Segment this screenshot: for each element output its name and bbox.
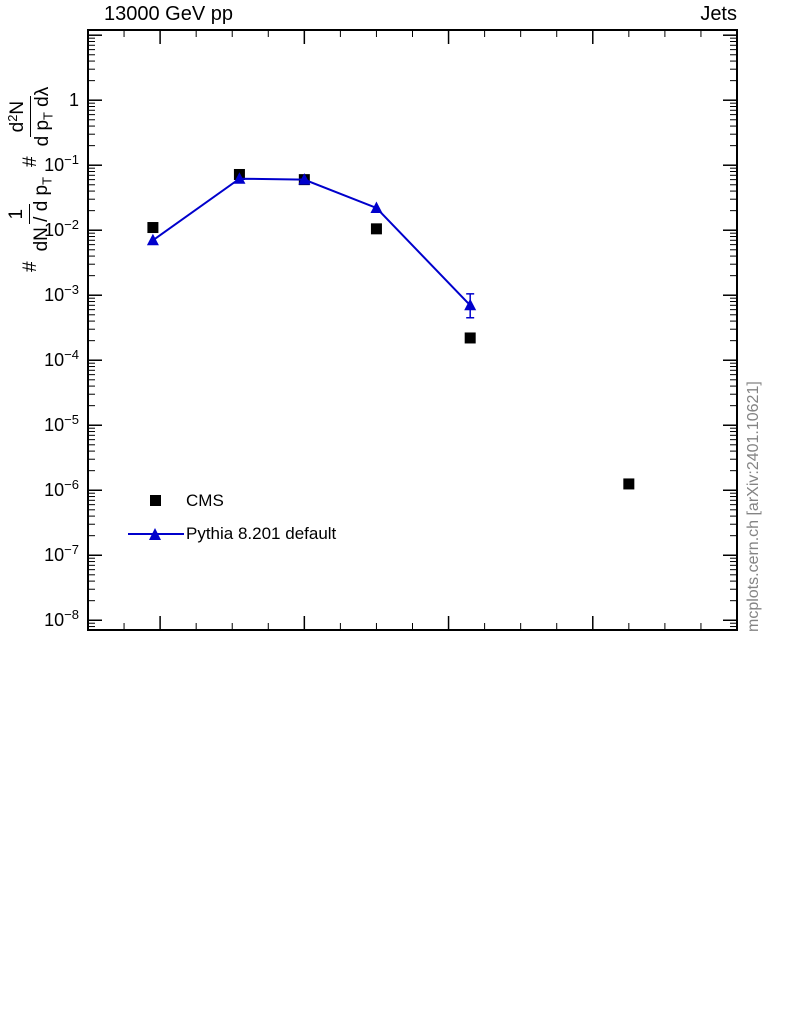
ylabel-frac1-den-sub: T xyxy=(39,176,55,185)
svg-text:10−1: 10−1 xyxy=(44,152,79,175)
plot-title-energy: 13000 GeV pp xyxy=(104,3,233,25)
ylabel-frac2-numerator: d2N xyxy=(5,95,31,138)
legend: CMS Pythia 8.201 default xyxy=(126,491,336,544)
svg-text:10−3: 10−3 xyxy=(44,282,79,305)
plot-title-observable: Jets xyxy=(700,3,737,25)
legend-label-pythia: Pythia 8.201 default xyxy=(186,524,337,543)
watermark-text: mcplots.cern.ch [arXiv:2401.10621] xyxy=(745,381,762,632)
ylabel-frac1-denominator: dN / d pT xyxy=(30,175,55,253)
cms-marker-wrap xyxy=(126,493,186,509)
svg-text:1: 1 xyxy=(69,90,79,110)
ylabel-frac2-num-sup: 2 xyxy=(5,114,20,122)
svg-text:10−7: 10−7 xyxy=(44,542,79,565)
svg-text:10−5: 10−5 xyxy=(44,412,79,435)
ylabel-fraction-1: 1 dN / d pT xyxy=(6,175,55,253)
plot-canvas: 1 10−1 10−2 10−3 10−4 10−5 10−6 10−7 10−8 xyxy=(44,29,738,631)
svg-text:10−4: 10−4 xyxy=(44,347,79,370)
ylabel-frac2-denominator: d pT dλ xyxy=(31,85,56,149)
cms-square-marker-icon xyxy=(150,495,161,506)
legend-entry-cms: CMS xyxy=(126,491,336,511)
ylabel-hash-2: # xyxy=(20,156,42,167)
ylabel-fraction-2: d2N d pT dλ xyxy=(5,85,56,149)
legend-label-cms: CMS xyxy=(186,491,224,510)
svg-text:10−8: 10−8 xyxy=(44,607,79,630)
ylabel-frac1-numerator: 1 xyxy=(6,203,31,225)
pythia-triangle-marker-icon xyxy=(149,528,161,540)
ylabel-frac2-den-text: d p xyxy=(31,119,53,147)
ylabel-frac2-num-text2: N xyxy=(6,100,28,115)
ylabel-frac1-den-text: dN / d p xyxy=(31,184,53,252)
ylabel-frac2-den-text2: dλ xyxy=(31,86,53,113)
svg-text:10−6: 10−6 xyxy=(44,477,79,500)
y-axis-label: # 1 dN / d pT # d2N d pT dλ xyxy=(5,85,56,272)
svg-text:10−2: 10−2 xyxy=(44,217,79,240)
ylabel-hash-1: # xyxy=(20,261,42,272)
legend-entry-pythia: Pythia 8.201 default xyxy=(126,524,336,544)
ylabel-frac2-num-text: d xyxy=(6,121,28,133)
ylabel-frac2-den-sub: T xyxy=(40,112,56,120)
pythia-marker-wrap xyxy=(126,526,186,542)
